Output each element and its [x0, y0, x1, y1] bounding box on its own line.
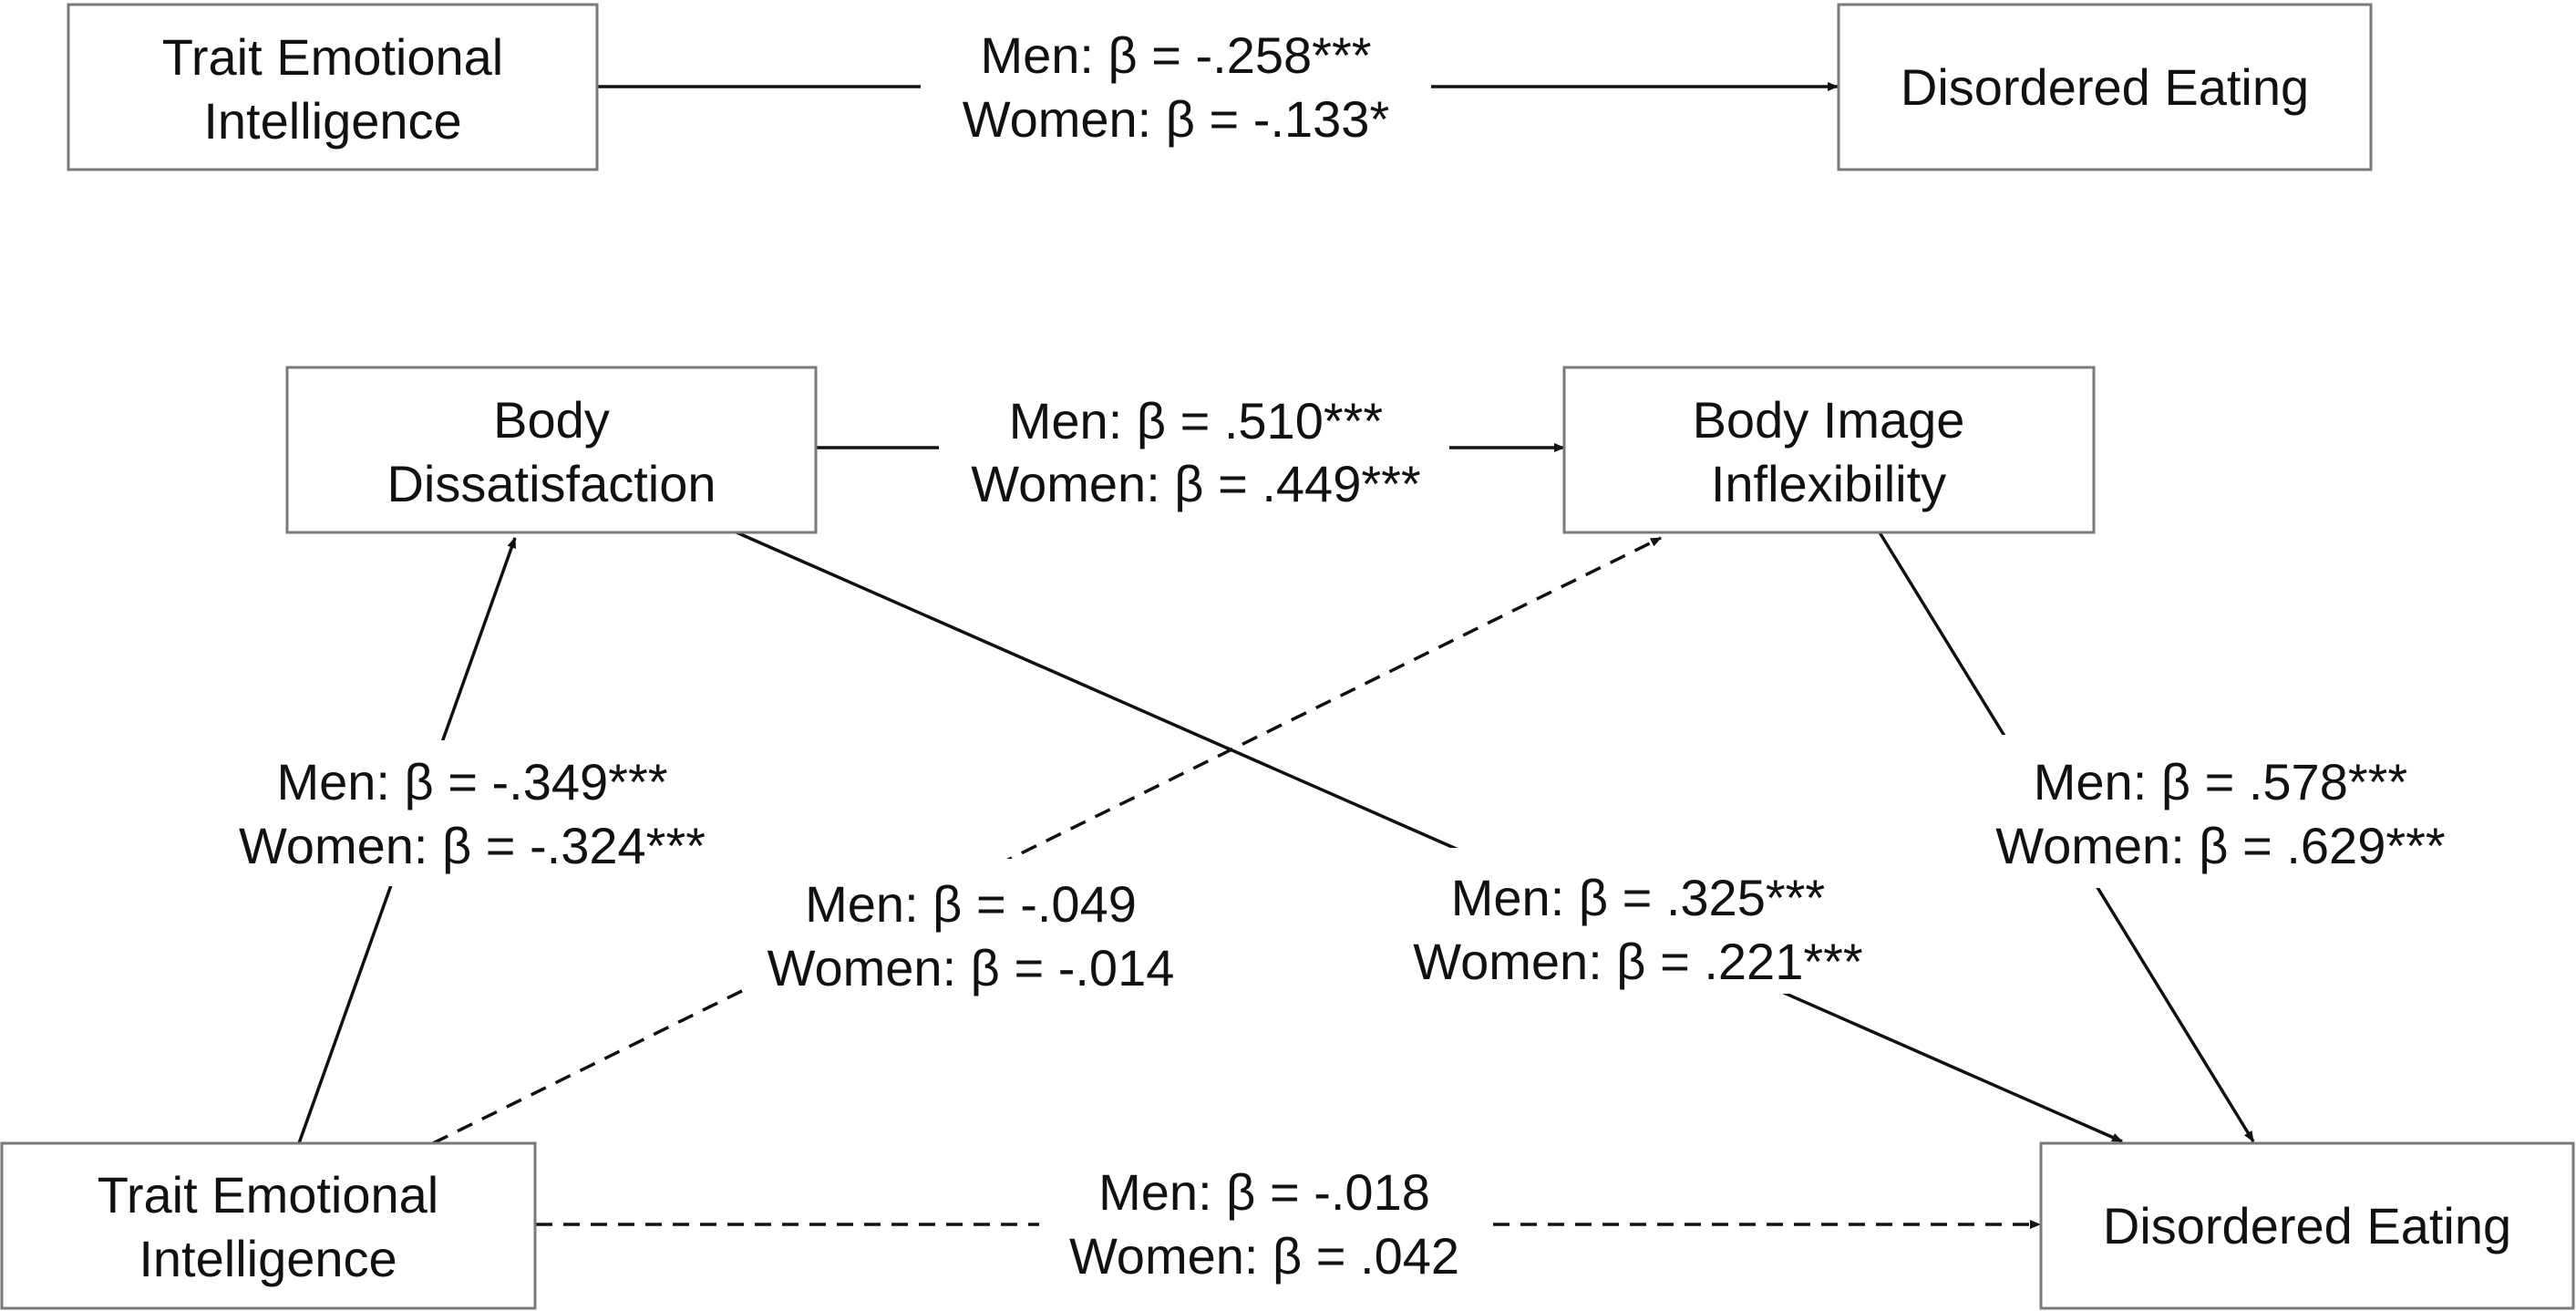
node-line-2: Dissatisfaction: [386, 455, 716, 512]
label-women: Women: β = .221***: [1413, 933, 1862, 990]
node-body-image-inflexibility: Body Image Inflexibility: [1562, 366, 2096, 534]
label-men: Men: β = -.018: [1098, 1163, 1430, 1221]
label-women: Women: β = -.324***: [239, 817, 706, 874]
node-box: [1562, 366, 2096, 534]
label-mask: [1039, 1156, 1493, 1300]
label-tei-bd: Men: β = -.349*** Women: β = -.324***: [219, 740, 729, 886]
label-men: Men: β = -.349***: [276, 753, 667, 810]
node-top-disordered-eating: Disordered Eating: [1837, 3, 2373, 171]
label-bd-bii: Men: β = .510*** Women: β = .449***: [939, 381, 1449, 522]
node-line-2: Intelligence: [139, 1230, 397, 1287]
label-mask: [219, 740, 729, 886]
node-box: [2039, 1141, 2575, 1310]
node-line-1: Body Image: [1693, 391, 1965, 449]
node-box: [0, 1141, 537, 1310]
label-mask: [939, 381, 1449, 522]
label-top-tei-de: Men: β = -.258*** Women: β = -.133*: [921, 16, 1431, 155]
node-line-1: Body: [493, 391, 610, 449]
label-bd-de: Men: β = .325*** Women: β = .221***: [1396, 848, 1863, 994]
node-trait-emotional-intelligence: Trait Emotional Intelligence: [0, 1141, 537, 1310]
label-mask: [746, 859, 1192, 1003]
node-line-1: Disordered Eating: [2103, 1197, 2511, 1254]
label-mask: [921, 16, 1431, 155]
edge-bd-to-de: [736, 531, 2123, 1143]
label-women: Women: β = .042: [1069, 1227, 1459, 1285]
label-men: Men: β = -.258***: [980, 26, 1371, 84]
node-line-2: Inflexibility: [1711, 455, 1946, 512]
label-women: Women: β = .449***: [971, 455, 1420, 512]
node-line-1: Trait Emotional: [162, 28, 504, 86]
node-box: [67, 3, 599, 171]
edge-tei-to-bii: [432, 536, 1662, 1145]
label-men: Men: β = .510***: [1009, 392, 1383, 449]
node-line-1: Disordered Eating: [1901, 58, 2309, 116]
node-box: [1837, 3, 2373, 171]
label-men: Men: β = .325***: [1451, 869, 1825, 926]
label-men: Men: β = .578***: [2034, 753, 2407, 810]
edges-layer: [297, 82, 2255, 1229]
label-mask: [1396, 848, 1849, 994]
label-bii-de: Men: β = .578*** Women: β = .629***: [1973, 735, 2462, 888]
label-women: Women: β = -.014: [768, 939, 1175, 996]
node-box: [285, 366, 818, 534]
label-women: Women: β = .629***: [1995, 817, 2445, 874]
node-disordered-eating: Disordered Eating: [2039, 1141, 2575, 1310]
label-women: Women: β = -.133*: [963, 90, 1390, 148]
label-tei-bii: Men: β = -.049 Women: β = -.014: [746, 859, 1192, 1003]
node-line-1: Trait Emotional: [98, 1166, 439, 1223]
label-men: Men: β = -.049: [805, 875, 1137, 933]
node-line-2: Intelligence: [203, 92, 461, 150]
label-tei-de: Men: β = -.018 Women: β = .042: [1039, 1156, 1493, 1300]
label-mask: [1973, 735, 2462, 888]
node-top-trait-emotional-intelligence: Trait Emotional Intelligence: [67, 3, 599, 171]
node-body-dissatisfaction: Body Dissatisfaction: [285, 366, 818, 534]
